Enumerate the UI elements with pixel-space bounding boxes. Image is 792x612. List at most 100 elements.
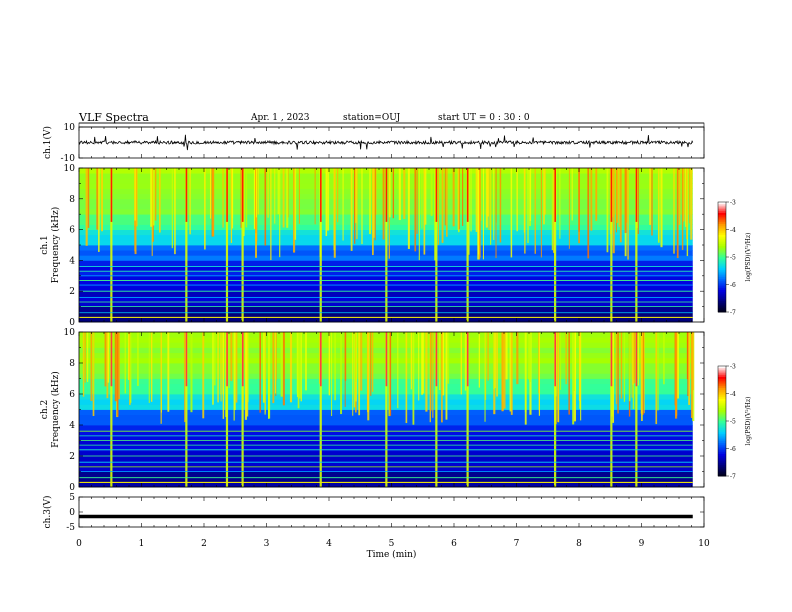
spectrogram-streak (493, 332, 496, 390)
spectrogram-event-core (635, 332, 638, 387)
spectrogram-streak (430, 168, 433, 216)
y-tick-label: 8 (69, 195, 75, 205)
spectrogram-streak (82, 332, 85, 397)
colorbar-swatch (718, 397, 726, 400)
x-tick-label: 9 (639, 539, 645, 549)
spectrogram-event (610, 168, 613, 322)
spectrogram-streak (277, 168, 279, 215)
colorbar-swatch (718, 446, 726, 449)
spectrogram-event-core (635, 168, 638, 222)
spectrogram-streak (294, 168, 297, 240)
spectrogram-streak (418, 332, 420, 401)
spectrogram-streak (423, 168, 426, 255)
spectrogram-streak (590, 168, 593, 231)
spectrogram-event-core (554, 168, 556, 222)
spectrogram-streak (267, 168, 269, 218)
spectrogram-streak (529, 168, 532, 221)
spectrogram-streak (327, 168, 330, 231)
spectrogram-streak (505, 332, 508, 380)
spectrogram-streak (606, 168, 609, 253)
spectrogram-streak (538, 332, 540, 411)
spectrogram-streak (222, 332, 225, 419)
spectrogram-streak (282, 332, 285, 406)
spectrogram-streak (255, 168, 257, 234)
colorbar-swatch (718, 275, 726, 278)
spectrogram-streak (464, 332, 467, 391)
spectrogram-event-core (435, 332, 438, 387)
colorbar-swatch (718, 288, 726, 291)
spectrogram-streak (418, 168, 420, 261)
spectrogram-streak (353, 332, 356, 408)
spectrogram-event (241, 168, 244, 322)
spectrogram-streak (587, 168, 590, 259)
spectrogram-streak (524, 168, 526, 254)
colorbar-swatch (718, 450, 726, 453)
spectrogram-streak (382, 168, 385, 240)
colorbar-tick-label: -6 (730, 446, 736, 453)
spectrogram-streak (468, 168, 470, 255)
y-tick-label: -5 (66, 523, 75, 533)
spectrogram-streak (204, 168, 206, 250)
spectrogram-streak (678, 168, 681, 225)
spectrogram-streak (314, 168, 316, 225)
spectrogram-streak (342, 168, 344, 241)
ch1-spectrogram (79, 168, 693, 323)
colorbar-swatch (718, 229, 726, 232)
spectrogram-event-core (385, 332, 388, 387)
spectrogram-streak (209, 168, 212, 219)
spectrogram-streak (462, 168, 464, 226)
colorbar-swatch (718, 249, 726, 252)
spectrogram-streak (681, 168, 684, 250)
colorbar-swatch (718, 238, 726, 241)
spectrogram-streak (692, 332, 694, 391)
spectrogram-streak (573, 332, 577, 422)
spectrogram-event-core (241, 332, 244, 387)
spectrogram-streak (282, 168, 285, 228)
colorbar-swatch (718, 299, 726, 302)
spectrogram-streak (633, 332, 636, 384)
colorbar-swatch (718, 284, 726, 287)
spectrogram-streak (612, 168, 615, 254)
spectrogram-event-core (226, 168, 228, 222)
spectrogram-event (319, 332, 322, 487)
colorbar-swatch (718, 279, 726, 282)
spectrogram-streak (369, 168, 371, 234)
spectrogram-streak (86, 332, 89, 382)
ch1-freq-label: Frequency (kHz) (50, 207, 61, 284)
spectrogram-streak (503, 332, 506, 409)
spectrogram-streak (85, 168, 88, 246)
colorbar-tick-label: -5 (730, 419, 736, 426)
spectrogram-streak (403, 168, 406, 220)
spectrogram-streak (421, 168, 423, 229)
colorbar-swatch (718, 375, 726, 378)
colorbar-tick-label: -3 (730, 364, 736, 371)
spectrogram-streak (683, 168, 685, 222)
spectrogram-streak (257, 168, 259, 215)
colorbar-swatch (718, 216, 726, 219)
spectrogram-streak (220, 332, 222, 402)
spectrogram-streak (202, 332, 205, 419)
colorbar-swatch (718, 293, 726, 296)
colorbar-swatch (718, 454, 726, 457)
colorbar-swatch (718, 393, 726, 396)
spectrogram-event-core (435, 168, 438, 222)
spectrogram-streak (559, 168, 561, 239)
spectrogram-event (225, 332, 229, 487)
x-tick-label: 5 (389, 539, 395, 549)
spectrogram-streak (361, 168, 363, 245)
spectrogram-streak (578, 168, 580, 232)
spectrogram-streak (392, 168, 395, 219)
colorbar-swatch (718, 280, 726, 284)
spectrogram-streak (446, 168, 448, 237)
colorbar-tick-label: -4 (730, 391, 736, 398)
spectrogram-streak (358, 332, 361, 416)
spectrogram-streak (432, 332, 434, 418)
spectrogram-streak (246, 332, 249, 417)
spectrogram-streak (240, 168, 242, 228)
spectrogram-streak (484, 332, 486, 422)
spectrogram-event-core (466, 168, 469, 222)
spectrogram-streak (655, 332, 658, 425)
colorbar-swatch (718, 432, 726, 435)
y-tick-label: 2 (69, 287, 75, 297)
spectrogram-streak (264, 332, 266, 415)
